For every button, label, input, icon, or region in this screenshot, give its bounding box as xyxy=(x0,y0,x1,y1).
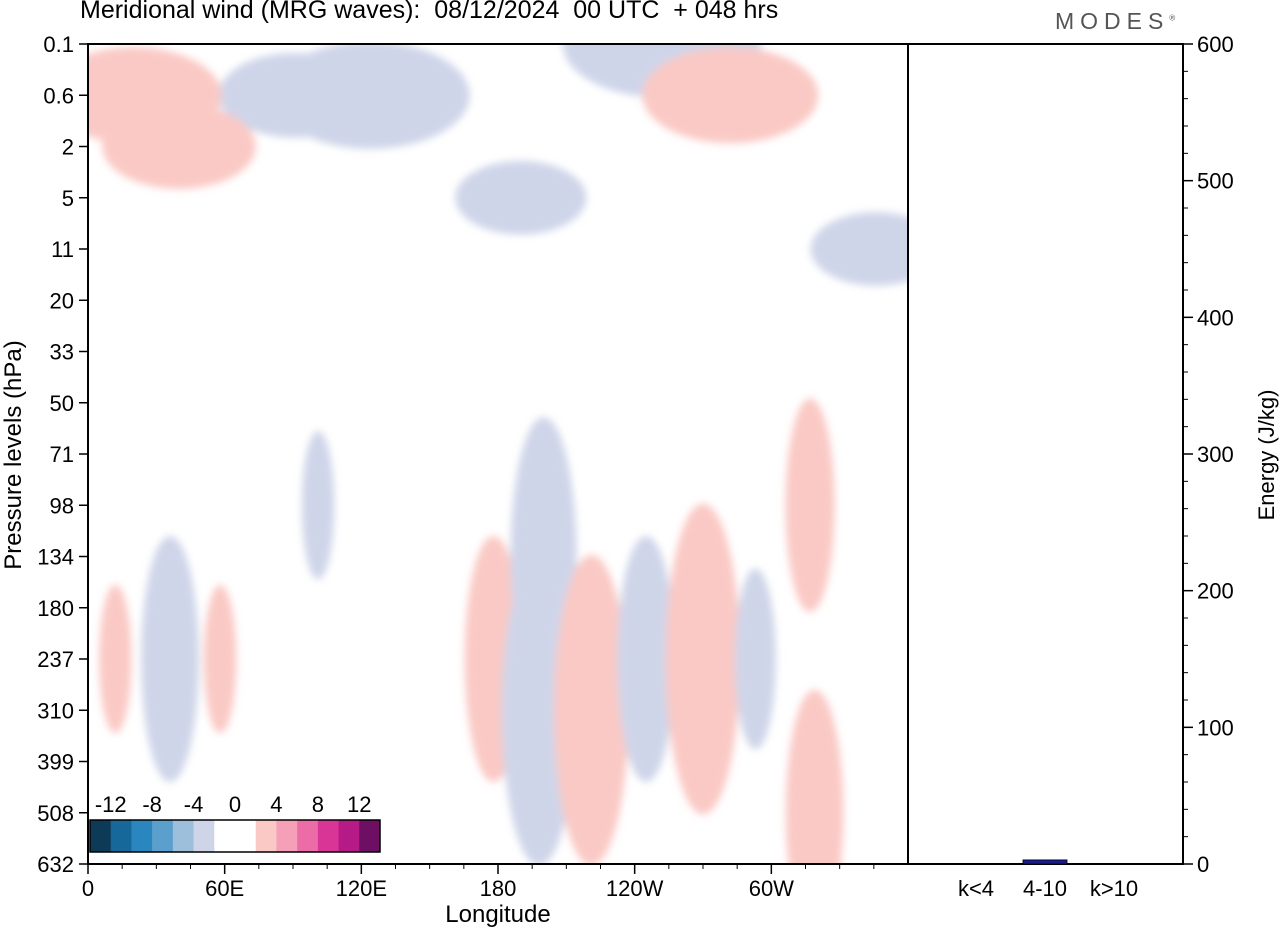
x-tick-label: 60W xyxy=(749,876,794,901)
energy-tick-label: 400 xyxy=(1197,305,1234,330)
y-tick-label: 399 xyxy=(37,750,74,775)
brand-mark: ® xyxy=(1169,13,1176,23)
y-tick-label: 632 xyxy=(37,852,74,877)
energy-tick-label: 100 xyxy=(1197,715,1234,740)
energy-tick-label: 200 xyxy=(1197,579,1234,604)
field-anomaly xyxy=(271,44,470,149)
colorbar-label: 0 xyxy=(229,792,241,817)
colorbar-swatch xyxy=(131,820,153,852)
colorbar-swatch xyxy=(110,820,132,852)
field-anomaly xyxy=(642,47,819,144)
field-anomaly xyxy=(99,584,132,734)
colorbar-label: -4 xyxy=(184,792,204,817)
y-tick-label: 2 xyxy=(62,135,74,160)
field-anomaly xyxy=(734,568,776,750)
y-tick-label: 508 xyxy=(37,801,74,826)
colorbar-label: -8 xyxy=(142,792,162,817)
colorbar-label: -12 xyxy=(95,792,127,817)
y-tick-label: 180 xyxy=(37,596,74,621)
colorbar-swatch xyxy=(359,820,381,852)
colorbar-label: 8 xyxy=(312,792,324,817)
y-tick-label: 11 xyxy=(51,237,74,262)
field-anomaly xyxy=(617,536,675,782)
y-axis-label: Pressure levels (hPa) xyxy=(0,340,27,569)
y-tick-label: 50 xyxy=(50,391,74,416)
field-anomaly xyxy=(141,536,199,782)
field-anomaly xyxy=(785,689,844,864)
field-anomaly xyxy=(301,431,335,580)
energy-tick-label: 600 xyxy=(1197,32,1234,57)
x-tick-label: 120E xyxy=(336,876,387,901)
x-axis-label: Longitude xyxy=(445,901,550,928)
colorbar-label: 12 xyxy=(347,792,371,817)
x-tick-label: 0 xyxy=(82,876,94,901)
energy-tick-label: 0 xyxy=(1197,852,1209,877)
energy-tick-label: 300 xyxy=(1197,442,1234,467)
energy-tick-label: 500 xyxy=(1197,169,1234,194)
heatmap-field xyxy=(88,44,908,864)
y-tick-label: 0.6 xyxy=(43,83,74,108)
energy-axes: 0 100 200 300 400 500 600 k<4 4-10 k>10 xyxy=(907,32,1234,901)
field-anomaly xyxy=(501,554,577,864)
energy-category-label: 4-10 xyxy=(1023,876,1067,901)
energy-axis-label: Energy (J/kg) xyxy=(1254,390,1279,521)
y-tick-label: 71 xyxy=(50,442,74,467)
colorbar-swatch xyxy=(172,820,194,852)
energy-category-label: k>10 xyxy=(1090,876,1138,901)
colorbar-swatch xyxy=(297,820,319,852)
colorbar-swatch xyxy=(338,820,360,852)
y-tick-label: 310 xyxy=(37,698,74,723)
energy-bar xyxy=(1022,859,1068,865)
field-anomaly xyxy=(665,503,741,815)
colorbar-label: 4 xyxy=(270,792,282,817)
field-anomaly xyxy=(102,104,256,189)
field-anomaly xyxy=(203,584,237,734)
colorbar: -12 -8 -4 0 4 8 12 xyxy=(89,792,381,853)
colorbar-swatch xyxy=(90,820,112,852)
x-tick-label: 120W xyxy=(606,876,664,901)
energy-category-label: k<4 xyxy=(958,876,994,901)
field-anomaly xyxy=(785,398,835,612)
brand-logo: MODES® xyxy=(1055,8,1175,35)
field-anomaly xyxy=(455,160,587,235)
colorbar-swatch xyxy=(317,820,339,852)
brand-name: MODES xyxy=(1055,8,1170,34)
y-tick-label: 98 xyxy=(50,493,74,518)
chart-title: Meridional wind (MRG waves): 08/12/2024 … xyxy=(80,0,779,24)
colorbar-swatch xyxy=(235,820,257,852)
colorbar-swatch xyxy=(214,820,236,852)
y-tick-label: 5 xyxy=(62,186,74,211)
field-anomaly xyxy=(554,554,629,864)
y-tick-label: 134 xyxy=(37,545,74,570)
field-anomaly xyxy=(810,212,908,286)
x-tick-label: 60E xyxy=(205,876,244,901)
y-tick-label: 0.1 xyxy=(43,32,74,57)
colorbar-swatch xyxy=(152,820,174,852)
y-tick-label: 33 xyxy=(50,340,74,365)
x-tick-label: 180 xyxy=(480,876,517,901)
colorbar-swatch xyxy=(193,820,215,852)
y-tick-label: 237 xyxy=(37,647,74,672)
colorbar-swatch xyxy=(276,820,298,852)
y-tick-label: 20 xyxy=(50,288,74,313)
colorbar-swatch xyxy=(255,820,277,852)
